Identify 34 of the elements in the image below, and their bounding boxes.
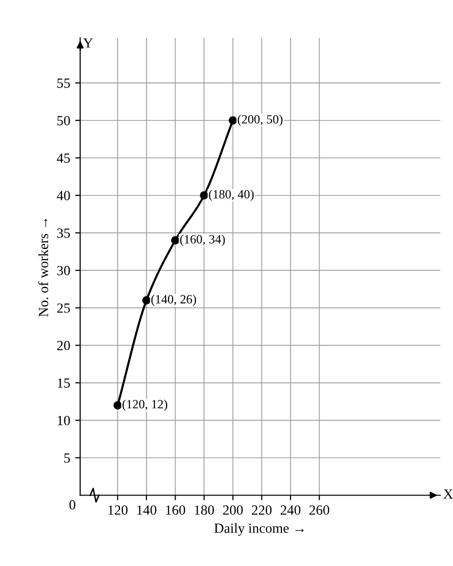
point xyxy=(171,236,180,245)
x-axis-title: Daily income → xyxy=(214,523,304,536)
y-tick-label: 15 xyxy=(58,378,70,388)
annotation: (180, 40) xyxy=(208,190,254,202)
point xyxy=(228,116,238,125)
annotation: (160, 34) xyxy=(180,234,225,246)
annotation: (200, 50) xyxy=(238,114,282,126)
annotation: (140, 26) xyxy=(151,294,196,306)
x-tick-label: 200 xyxy=(223,505,243,515)
y-tick-label: 40 xyxy=(56,190,70,200)
y-tick-label: 10 xyxy=(58,416,70,426)
text: 0 xyxy=(69,500,76,510)
x-tick-label: 140 xyxy=(137,505,156,515)
y-tick-label: 20 xyxy=(57,340,70,350)
point xyxy=(113,401,122,410)
annotation: (120, 12) xyxy=(122,400,168,411)
x-tick-label: 120 xyxy=(108,505,128,515)
x-tick-label: 240 xyxy=(280,505,300,515)
y-tick-label: 50 xyxy=(57,116,70,126)
y-tick-label: 45 xyxy=(56,154,70,163)
x-tick-label: 260 xyxy=(310,505,330,515)
x-tick-label: 180 xyxy=(194,505,214,515)
text: X xyxy=(444,489,453,499)
point xyxy=(142,296,151,304)
y-axis-title: No. of workers → xyxy=(38,218,48,317)
annotation: Y xyxy=(83,38,93,48)
x-tick-label: 160 xyxy=(166,505,186,515)
y-tick-label: 25 xyxy=(57,303,70,313)
y-tick-label: 55 xyxy=(57,78,70,88)
y-tick-label: 30 xyxy=(57,266,70,276)
point xyxy=(200,191,208,200)
y-tick-label: 5 xyxy=(64,453,70,463)
y-tick-label: 35 xyxy=(57,228,70,238)
x-tick-label: 220 xyxy=(252,505,272,515)
